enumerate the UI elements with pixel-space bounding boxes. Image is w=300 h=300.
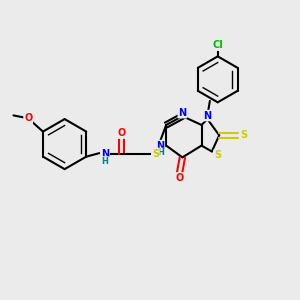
Text: N: N — [178, 108, 187, 118]
Text: S: S — [152, 149, 159, 159]
Text: S: S — [240, 130, 247, 140]
Text: N: N — [156, 141, 164, 151]
Text: H: H — [101, 157, 108, 166]
Text: H: H — [157, 148, 164, 158]
Text: N: N — [101, 149, 109, 159]
Text: O: O — [24, 113, 32, 123]
Text: N: N — [203, 110, 211, 121]
Text: S: S — [152, 149, 159, 159]
Text: S: S — [214, 150, 221, 160]
Text: O: O — [118, 128, 126, 138]
Text: Cl: Cl — [212, 40, 223, 50]
Text: O: O — [175, 173, 184, 183]
